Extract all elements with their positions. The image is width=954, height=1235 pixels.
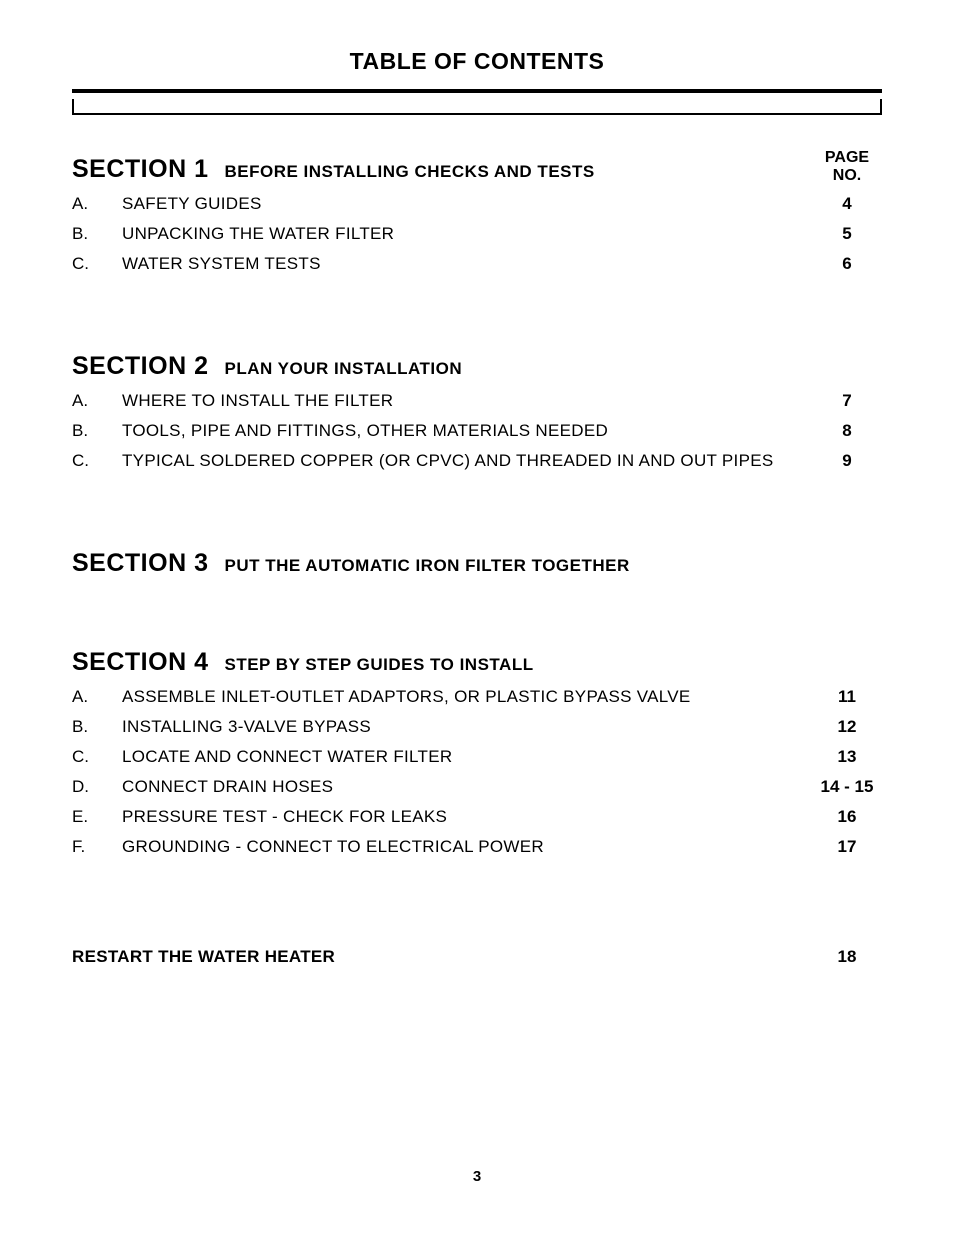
page: TABLE OF CONTENTS SECTION 1 BEFORE INSTAL…: [0, 0, 954, 1235]
section-title: PLAN YOUR INSTALLATION: [224, 359, 882, 381]
page-no-header-line1: PAGE: [812, 149, 882, 167]
toc-row: A.ASSEMBLE INLET-OUTLET ADAPTORS, OR PLA…: [72, 687, 882, 707]
restart-row: RESTART THE WATER HEATER 18: [72, 947, 882, 967]
toc-letter: A.: [72, 194, 122, 214]
toc-text: WHERE TO INSTALL THE FILTER: [122, 391, 812, 411]
toc-letter: A.: [72, 391, 122, 411]
toc-letter: B.: [72, 224, 122, 244]
section-label: SECTION 1: [72, 155, 208, 184]
toc-row: C.WATER SYSTEM TESTS6: [72, 254, 882, 274]
section-title: STEP BY STEP GUIDES TO INSTALL: [224, 655, 882, 677]
section-block: SECTION 3 PUT THE AUTOMATIC IRON FILTER T…: [72, 549, 882, 578]
section-label: SECTION 3: [72, 549, 208, 578]
toc-letter: D.: [72, 777, 122, 797]
toc-letter: C.: [72, 254, 122, 274]
section-header: SECTION 3 PUT THE AUTOMATIC IRON FILTER T…: [72, 549, 882, 578]
toc-row: E.PRESSURE TEST - CHECK FOR LEAKS16: [72, 807, 882, 827]
toc-page: 5: [812, 224, 882, 244]
toc-text: LOCATE AND CONNECT WATER FILTER: [122, 747, 812, 767]
section-title: PUT THE AUTOMATIC IRON FILTER TOGETHER: [224, 556, 882, 578]
toc-page: 12: [812, 717, 882, 737]
toc-page: 4: [812, 194, 882, 214]
restart-page: 18: [812, 947, 882, 967]
toc-row: F.GROUNDING - CONNECT TO ELECTRICAL POWE…: [72, 837, 882, 857]
toc-page: 7: [812, 391, 882, 411]
toc-row: B.TOOLS, PIPE AND FITTINGS, OTHER MATERI…: [72, 421, 882, 441]
toc-text: UNPACKING THE WATER FILTER: [122, 224, 812, 244]
toc-text: PRESSURE TEST - CHECK FOR LEAKS: [122, 807, 812, 827]
section-block: SECTION 4 STEP BY STEP GUIDES TO INSTALL A…: [72, 648, 882, 857]
toc-row: B.UNPACKING THE WATER FILTER5: [72, 224, 882, 244]
toc-page: 11: [812, 687, 882, 707]
section-block: SECTION 2 PLAN YOUR INSTALLATION A.WHERE T…: [72, 352, 882, 471]
toc-letter: E.: [72, 807, 122, 827]
section-header: SECTION 1 BEFORE INSTALLING CHECKS AND TE…: [72, 149, 882, 184]
toc-row: A.WHERE TO INSTALL THE FILTER7: [72, 391, 882, 411]
toc-text: TYPICAL SOLDERED COPPER (OR CPVC) AND TH…: [122, 451, 812, 471]
toc-text: CONNECT DRAIN HOSES: [122, 777, 812, 797]
toc-letter: C.: [72, 747, 122, 767]
section-block: SECTION 1 BEFORE INSTALLING CHECKS AND TE…: [72, 149, 882, 274]
toc-letter: C.: [72, 451, 122, 471]
toc-row: C.LOCATE AND CONNECT WATER FILTER13: [72, 747, 882, 767]
toc-letter: A.: [72, 687, 122, 707]
page-no-header-line2: NO.: [812, 167, 882, 185]
rule-thick: [72, 89, 882, 93]
toc-text: INSTALLING 3-VALVE BYPASS: [122, 717, 812, 737]
page-no-header: PAGENO.: [812, 149, 882, 184]
toc-letter: B.: [72, 717, 122, 737]
toc-page: 14 - 15: [812, 777, 882, 797]
section-header: SECTION 2 PLAN YOUR INSTALLATION: [72, 352, 882, 381]
restart-text: RESTART THE WATER HEATER: [72, 947, 812, 967]
section-header: SECTION 4 STEP BY STEP GUIDES TO INSTALL: [72, 648, 882, 677]
toc-page: 6: [812, 254, 882, 274]
toc-letter: F.: [72, 837, 122, 857]
toc-text: GROUNDING - CONNECT TO ELECTRICAL POWER: [122, 837, 812, 857]
toc-page: 17: [812, 837, 882, 857]
toc-row: D.CONNECT DRAIN HOSES14 - 15: [72, 777, 882, 797]
toc-text: WATER SYSTEM TESTS: [122, 254, 812, 274]
section-title: BEFORE INSTALLING CHECKS AND TESTS: [224, 162, 812, 184]
toc-text: ASSEMBLE INLET-OUTLET ADAPTORS, OR PLAST…: [122, 687, 812, 707]
footer-page-number: 3: [0, 1168, 954, 1185]
section-label: SECTION 4: [72, 648, 208, 677]
rule-box: [72, 99, 882, 115]
section-label: SECTION 2: [72, 352, 208, 381]
toc-page: 13: [812, 747, 882, 767]
toc-page: 16: [812, 807, 882, 827]
toc-page: 8: [812, 421, 882, 441]
toc-row: C.TYPICAL SOLDERED COPPER (OR CPVC) AND …: [72, 451, 882, 471]
toc-page: 9: [812, 451, 882, 471]
toc-text: TOOLS, PIPE AND FITTINGS, OTHER MATERIAL…: [122, 421, 812, 441]
toc-letter: B.: [72, 421, 122, 441]
toc-row: B.INSTALLING 3-VALVE BYPASS12: [72, 717, 882, 737]
toc-row: A.SAFETY GUIDES4: [72, 194, 882, 214]
page-title: TABLE OF CONTENTS: [72, 48, 882, 75]
toc-text: SAFETY GUIDES: [122, 194, 812, 214]
sections-container: SECTION 1 BEFORE INSTALLING CHECKS AND TE…: [72, 149, 882, 857]
